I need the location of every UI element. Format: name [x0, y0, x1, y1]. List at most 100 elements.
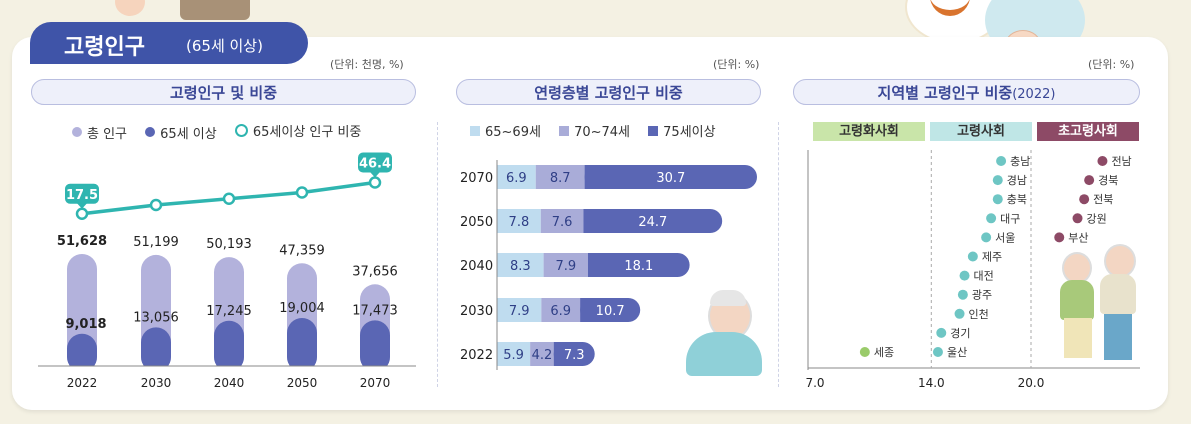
age-75plus-bar: [580, 298, 641, 322]
right-panel-title-text: 지역별 고령인구 비중: [877, 84, 1013, 102]
region-point: [996, 156, 1007, 166]
stack-value-label: 8.7: [550, 171, 571, 186]
page-subtitle: (65세 이상): [186, 37, 263, 55]
stack-value-label: 8.3: [510, 259, 531, 274]
right-panel-title: 지역별 고령인구 비중(2022): [793, 79, 1140, 105]
stack-value-label: 6.9: [506, 171, 527, 186]
mid-panel-title-text: 연령층별 고령인구 비중: [534, 84, 683, 102]
elderly-population-bar: [287, 318, 317, 372]
share-callout-2022-pointer: [77, 203, 87, 209]
unit-label-mid: (단위: %): [713, 58, 760, 71]
age-75plus-bar: [587, 253, 690, 277]
unit-label-right: (단위: %): [1088, 58, 1135, 71]
x-axis-tick-label: 2040: [214, 376, 245, 390]
page-title: 고령인구: [64, 35, 145, 60]
region-point: [992, 175, 1003, 186]
stack-value-label: 5.9: [503, 348, 524, 363]
separator-right: [778, 122, 779, 387]
age-75plus-bar-join: [587, 253, 602, 277]
stack-value-label: 24.7: [638, 215, 667, 230]
x-axis-tick-label: 2050: [287, 376, 318, 390]
region-point: [936, 327, 947, 338]
unit-label-left: (단위: 천명, %): [330, 58, 404, 71]
elderly-population-bar: [214, 320, 244, 372]
region-label: 전북: [1093, 193, 1113, 206]
band-header-aged: 고령사회: [930, 122, 1032, 141]
region-point: [1054, 232, 1065, 243]
share-point: [75, 207, 89, 220]
left-panel-title-text: 고령인구 및 비중: [169, 84, 278, 102]
share-point: [149, 198, 163, 212]
region-point: [967, 251, 978, 262]
region-point: [959, 270, 970, 281]
share-callout-2022-box: [65, 183, 99, 204]
region-point: [932, 347, 943, 357]
y-axis-tick-label: 2030: [460, 304, 493, 319]
legend-item-total: 총 인구: [72, 123, 127, 142]
elderly-population-label: 9,018: [65, 317, 106, 332]
total-population-label: 51,628: [57, 234, 107, 249]
age-75plus-bar: [583, 209, 723, 233]
stack-value-label: 7.9: [555, 259, 576, 274]
share-callout-2022-label: 17.5: [66, 188, 98, 203]
region-point: [986, 213, 997, 224]
region-label: 강원: [1087, 212, 1107, 225]
elderly-population-label: 17,245: [206, 304, 252, 319]
share-callout-2070-label: 46.4: [359, 157, 391, 172]
y-axis-tick-label: 2040: [460, 259, 493, 274]
age-65-69-bar: [497, 342, 531, 366]
x-axis-tick-label: 2070: [360, 376, 391, 390]
region-label: 세종: [874, 346, 894, 359]
separator-left: [437, 122, 438, 387]
right-panel-title-year: (2022): [1012, 87, 1056, 102]
age-65-69-bar: [497, 209, 541, 233]
x-axis-tick-label: 7.0: [805, 376, 824, 390]
age-75plus-bar-join: [583, 209, 598, 233]
decoration-elderly-couple-illustration: [1056, 238, 1146, 366]
region-label: 인천: [969, 307, 989, 321]
age-75plus-bar-join: [553, 342, 568, 366]
band-header-super-aged: 초고령사회: [1037, 122, 1139, 141]
legend-label-70-74: 70~74세: [574, 125, 631, 140]
region-label: 서울: [995, 231, 1015, 244]
total-population-label: 47,359: [279, 243, 325, 258]
x-axis-tick-label: 2030: [141, 376, 172, 390]
region-point: [1079, 194, 1090, 205]
region-point: [1084, 175, 1095, 186]
y-axis-tick-label: 2022: [460, 348, 493, 363]
age-65-69-bar: [497, 298, 542, 322]
region-point: [1097, 156, 1108, 166]
legend-item-share: 65세이상 인구 비중: [234, 121, 361, 140]
elderly-population-bar: [360, 320, 390, 372]
legend-swatch-65-69: [470, 125, 480, 136]
region-label: 대전: [974, 270, 994, 283]
region-label: 울산: [947, 346, 967, 359]
region-point: [1072, 213, 1083, 224]
band-header-aging: 고령화사회: [813, 122, 925, 141]
region-label: 광주: [972, 289, 992, 302]
legend-swatch-share: [234, 124, 248, 137]
stack-value-label: 7.3: [564, 348, 585, 363]
region-label: 충북: [1007, 193, 1027, 206]
x-axis-tick-label: 20.0: [1018, 376, 1045, 390]
region-point: [954, 308, 965, 319]
region-label: 경북: [1098, 174, 1118, 187]
share-point: [222, 192, 236, 205]
elderly-population-label: 13,056: [133, 310, 179, 325]
elderly-population-label: 19,004: [279, 301, 325, 316]
stack-value-label: 7.6: [552, 215, 573, 230]
region-point: [981, 232, 992, 243]
x-axis-tick-label: 14.0: [918, 376, 945, 390]
stack-value-label: 10.7: [596, 304, 625, 319]
y-axis-tick-label: 2070: [460, 171, 493, 186]
legend-label-65-69: 65~69세: [485, 125, 541, 140]
legend-label-total: 총 인구: [87, 126, 128, 142]
region-label: 대구: [1000, 212, 1020, 225]
elderly-population-bar: [67, 333, 97, 372]
legend-swatch-elderly: [145, 127, 156, 137]
region-point: [957, 289, 968, 300]
age-75plus-bar: [584, 165, 757, 189]
stack-value-label: 7.9: [509, 304, 530, 319]
age-70-74-bar: [540, 209, 584, 233]
